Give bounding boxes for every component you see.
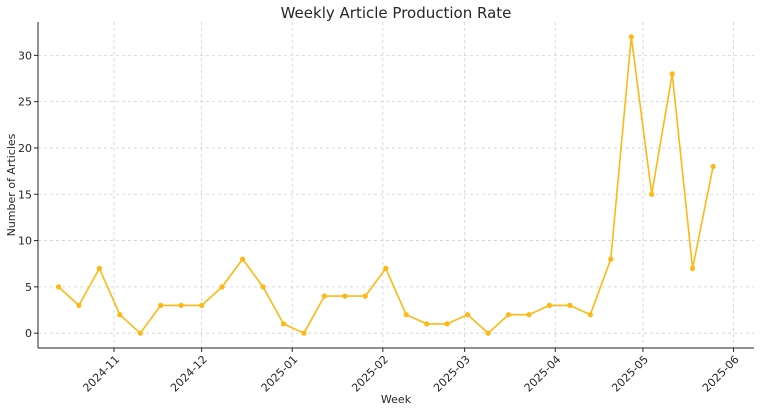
y-tick-label: 0 (25, 327, 32, 340)
data-point (301, 330, 307, 336)
data-point (485, 330, 491, 336)
y-ticks: 0 5 10 15 20 25 30 (18, 49, 38, 340)
data-point (178, 302, 184, 308)
data-point (362, 293, 368, 299)
data-point (444, 321, 450, 327)
data-point (117, 312, 123, 318)
x-ticks: 2024-11 2024-12 2025-01 2025-02 2025-03 2025-… (80, 348, 742, 395)
x-tick-label: 2025-05 (609, 353, 651, 395)
y-tick-label: 30 (18, 49, 32, 62)
data-point (649, 191, 655, 197)
data-point (219, 284, 225, 290)
x-tick-label: 2025-04 (522, 353, 564, 395)
data-point (669, 71, 675, 77)
x-axis-label: Week (381, 393, 412, 406)
data-point (383, 265, 389, 271)
x-tick-label: 2025-06 (700, 353, 742, 395)
data-point (55, 284, 62, 290)
data-point (608, 256, 614, 262)
data-point (199, 302, 205, 308)
data-point (628, 34, 634, 40)
data-point (158, 302, 164, 308)
data-point (76, 302, 82, 308)
x-tick-label: 2025-03 (431, 353, 473, 395)
y-axis-label: Number of Articles (5, 133, 18, 236)
data-point (710, 163, 716, 170)
grid (38, 22, 754, 348)
data-point (690, 265, 696, 271)
data-point (342, 293, 348, 299)
series-line (57, 35, 714, 335)
data-point (465, 312, 471, 318)
data-point (505, 312, 512, 318)
data-point (280, 321, 287, 327)
data-point (567, 302, 573, 308)
data-point (587, 312, 593, 318)
series (55, 34, 716, 336)
data-point (526, 312, 532, 318)
data-point (260, 284, 266, 290)
x-tick-label: 2025-02 (349, 353, 391, 395)
x-tick-label: 2024-12 (168, 353, 210, 395)
data-point (424, 321, 430, 327)
data-point (96, 265, 102, 271)
y-tick-label: 5 (25, 281, 32, 294)
data-point (321, 293, 327, 299)
y-tick-label: 15 (18, 188, 32, 201)
y-tick-label: 20 (18, 142, 32, 155)
x-tick-label: 2025-01 (259, 353, 301, 395)
data-point (403, 312, 409, 318)
chart-title: Weekly Article Production Rate (281, 4, 512, 22)
data-point (137, 330, 143, 336)
y-tick-label: 10 (18, 235, 32, 248)
x-tick-label: 2024-11 (80, 353, 122, 395)
data-point (240, 256, 246, 262)
y-tick-label: 25 (18, 96, 32, 109)
data-point (546, 302, 553, 308)
axes (37, 22, 754, 349)
